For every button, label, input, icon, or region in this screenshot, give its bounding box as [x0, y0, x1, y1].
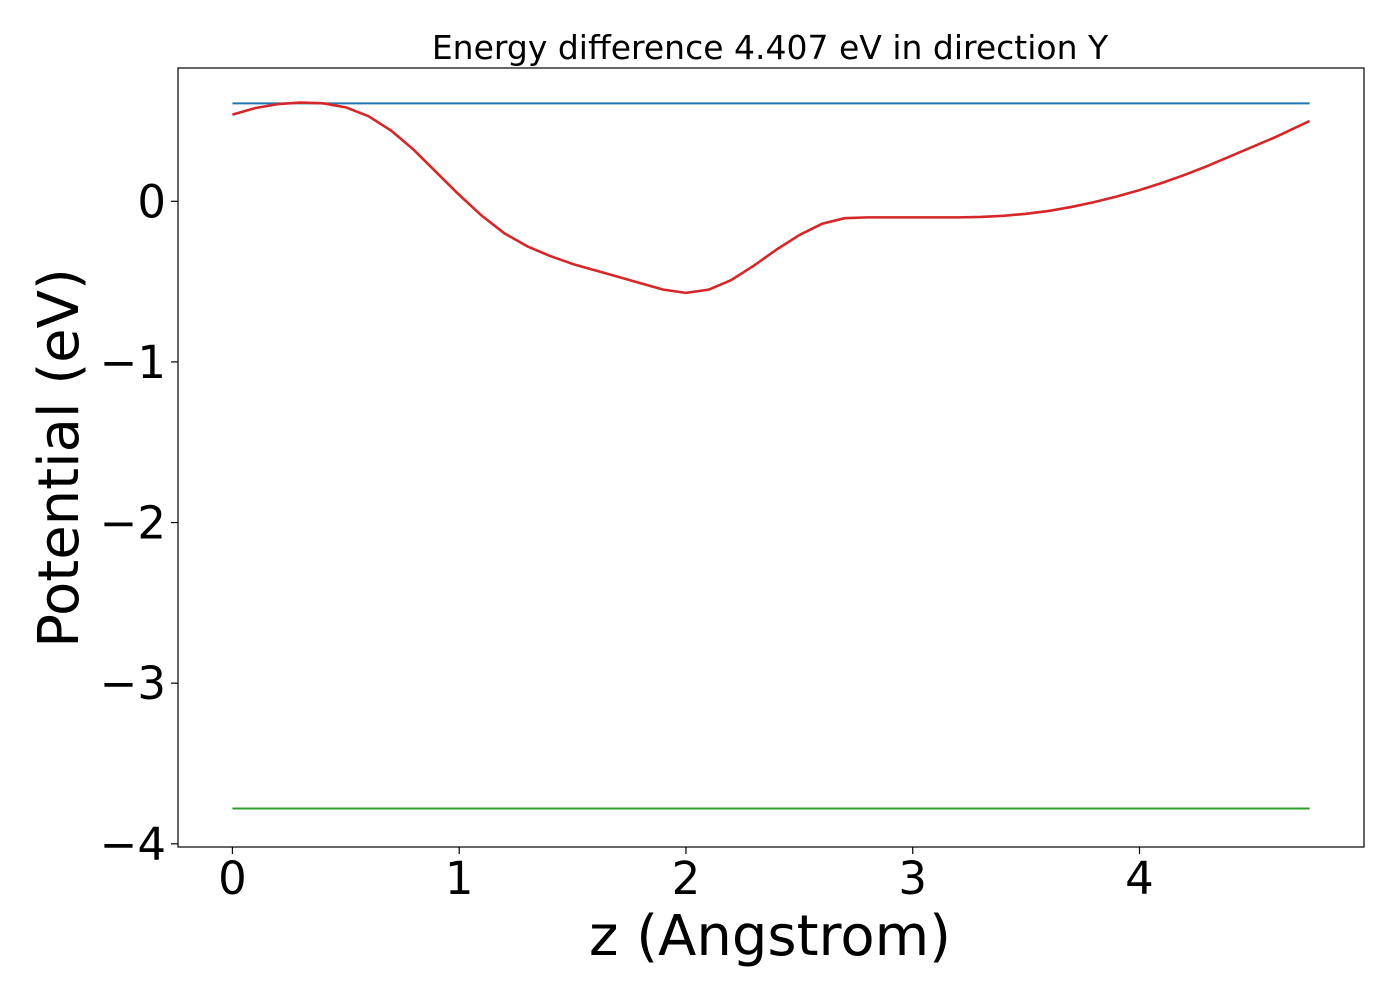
x-tick-label: 1 — [445, 852, 474, 905]
x-tick-label: 2 — [672, 852, 701, 905]
chart-title: Energy difference 4.407 eV in direction … — [432, 28, 1109, 67]
axes: 0 1 2 3 4 0 −1 −2 −3 −4 — [100, 67, 1365, 905]
y-tick-label: −2 — [100, 497, 166, 550]
series-line-3 — [232, 101, 1311, 295]
y-tick-label: −4 — [100, 818, 166, 871]
x-tick-label: 3 — [898, 852, 927, 905]
x-tick-label: 0 — [218, 852, 247, 905]
plot-frame — [177, 67, 1365, 848]
y-tick-label: −3 — [100, 657, 166, 710]
plot-area — [232, 101, 1311, 810]
y-tick-label: −1 — [100, 336, 166, 389]
x-tick-label: 4 — [1125, 852, 1154, 905]
y-tick-label: 0 — [137, 175, 166, 228]
x-axis-label: z (Angstrom) — [589, 904, 951, 969]
y-axis-label: Potential (eV) — [27, 268, 92, 648]
